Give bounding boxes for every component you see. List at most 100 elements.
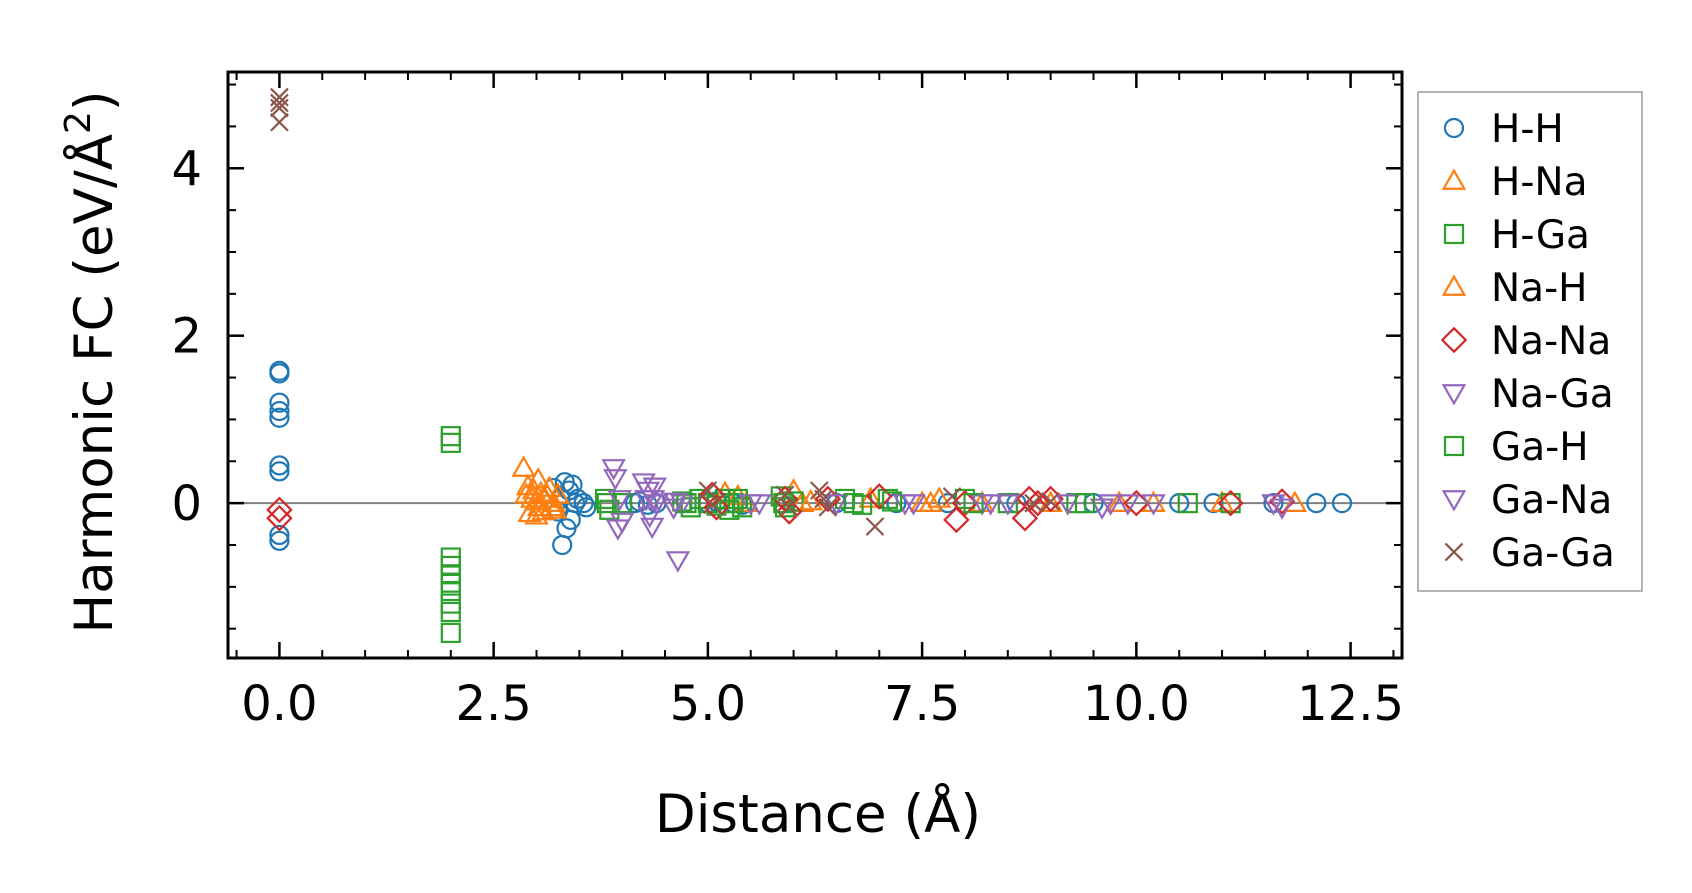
data-point	[918, 490, 943, 512]
series-ga-na	[607, 490, 1123, 516]
y-axis-label-main: Harmonic FC (eV/Å	[61, 134, 125, 634]
x-tick-label: 12.5	[1297, 676, 1404, 732]
data-point	[521, 478, 547, 500]
data-point	[552, 534, 573, 556]
data-point	[1041, 492, 1060, 511]
data-point	[882, 491, 903, 512]
data-point	[440, 601, 461, 623]
y-axis-label: Harmonic FC (eV/Å2)	[58, 90, 125, 633]
legend-marker	[1441, 490, 1467, 512]
x-tick-label: 10.0	[1083, 676, 1190, 732]
legend-label: Ga-H	[1491, 425, 1589, 470]
data-point	[599, 499, 620, 520]
legend-marker	[1444, 542, 1464, 562]
data-point	[698, 481, 718, 500]
data-point	[995, 494, 1021, 516]
data-point	[1269, 498, 1295, 520]
legend-label: Na-Na	[1491, 319, 1611, 364]
axis-ticks: 0.0 2.5 5.0 7.5 10.0 12.5 0 2 4	[171, 72, 1404, 732]
data-point	[1282, 490, 1308, 512]
data-point	[1115, 494, 1141, 516]
data-point	[511, 455, 536, 477]
data-point	[609, 512, 635, 535]
data-point	[775, 485, 795, 505]
series-ga-ga	[270, 87, 1060, 536]
data-point	[1011, 504, 1039, 532]
data-point	[1141, 490, 1166, 512]
x-tick-label: 5.0	[670, 676, 746, 732]
data-point	[269, 461, 290, 482]
legend-entry: Na-H	[1441, 266, 1587, 311]
legend-label: Na-H	[1491, 266, 1587, 311]
axes-frame	[226, 70, 1404, 660]
data-point	[266, 496, 293, 524]
legend-marker	[1441, 384, 1467, 406]
legend-marker	[1443, 435, 1465, 457]
x-tick-label: 0.0	[241, 676, 317, 732]
legend-label: Ga-Ga	[1491, 531, 1615, 576]
legend-marker	[1443, 117, 1465, 139]
legend-entry: Ga-Na	[1441, 478, 1612, 523]
legend-entry: Ga-H	[1443, 425, 1589, 470]
data-point	[513, 482, 539, 504]
data-point	[978, 494, 1003, 516]
x-axis-label: Distance (Å)	[655, 781, 981, 845]
legend-entry: H-Na	[1441, 160, 1587, 205]
legend-entry: Na-Na	[1440, 319, 1611, 364]
data-point	[901, 494, 926, 516]
plot-area	[226, 70, 1404, 660]
data-point	[440, 622, 461, 643]
data-point	[865, 517, 885, 536]
data-point	[1015, 485, 1043, 513]
data-point	[1268, 488, 1296, 515]
legend: H-H H-Na H-Ga Na-H Na-Na Na-Ga Ga-H Ga-Na Ga-Ga	[1417, 91, 1643, 592]
data-point	[665, 551, 691, 573]
legend-label: Ga-Na	[1491, 478, 1612, 523]
data-point	[642, 477, 667, 499]
data-point	[573, 493, 594, 514]
data-point	[1261, 494, 1286, 516]
data-point	[698, 481, 726, 509]
legend-entry: Ga-Ga	[1444, 531, 1615, 576]
data-point	[776, 498, 803, 525]
data-point	[637, 506, 662, 529]
series-h-h	[269, 360, 1353, 556]
data-point	[818, 497, 838, 517]
legend-marker	[1443, 223, 1465, 245]
data-point	[1220, 493, 1241, 514]
legend-marker	[1440, 326, 1468, 354]
data-point	[517, 500, 542, 523]
legend-marker	[1441, 168, 1467, 190]
x-tick-label: 2.5	[455, 676, 531, 732]
data-point	[639, 517, 665, 540]
data-point	[269, 392, 290, 413]
data-point	[607, 490, 632, 512]
data-point	[1306, 493, 1327, 514]
data-point	[270, 112, 289, 132]
legend-entry: Na-Ga	[1441, 372, 1614, 417]
data-point	[963, 493, 984, 514]
data-point	[1141, 494, 1166, 516]
data-point	[269, 407, 290, 428]
legend-label: H-Na	[1491, 160, 1587, 205]
series-na-h	[513, 478, 1132, 523]
data-point	[640, 490, 666, 512]
data-point	[543, 497, 568, 519]
data-point	[440, 580, 461, 602]
data-point	[1177, 493, 1198, 514]
data-point	[1098, 494, 1123, 516]
data-point	[779, 497, 799, 517]
data-point	[270, 98, 289, 118]
data-point	[612, 493, 633, 514]
legend-entry: H-Ga	[1443, 213, 1590, 258]
legend-label: H-Ga	[1491, 213, 1590, 258]
data-point	[942, 487, 962, 506]
x-tick-label: 7.5	[884, 676, 960, 732]
data-point	[269, 455, 290, 476]
data-point	[603, 469, 628, 491]
data-point	[269, 363, 290, 384]
y-tick-label: 0	[171, 476, 202, 532]
data-point	[843, 493, 864, 514]
data-point	[270, 93, 289, 113]
